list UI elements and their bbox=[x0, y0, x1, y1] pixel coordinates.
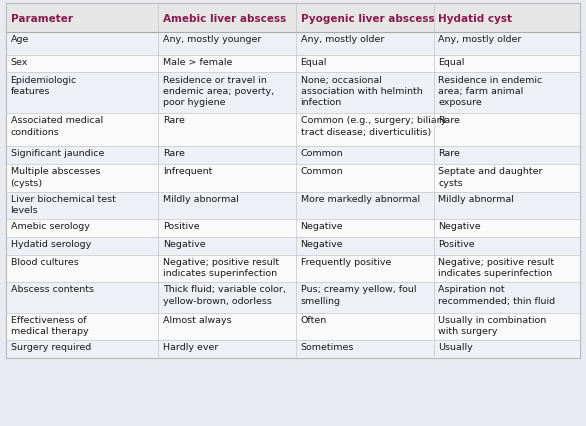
Text: Aspiration not
recommended; thin fluid: Aspiration not recommended; thin fluid bbox=[438, 285, 556, 305]
Text: More markedly abnormal: More markedly abnormal bbox=[301, 194, 420, 203]
Text: Common (e.g., surgery; biliary
tract disease; diverticulitis): Common (e.g., surgery; biliary tract dis… bbox=[301, 116, 446, 136]
Bar bbox=[6, 282, 580, 313]
Text: Common: Common bbox=[301, 167, 343, 176]
Text: Hardly ever: Hardly ever bbox=[163, 343, 218, 351]
Text: Hydatid cyst: Hydatid cyst bbox=[438, 14, 512, 24]
Bar bbox=[6, 219, 580, 237]
Text: Almost always: Almost always bbox=[163, 315, 231, 324]
Bar bbox=[6, 55, 580, 73]
Text: Common: Common bbox=[301, 149, 343, 158]
Text: Parameter: Parameter bbox=[11, 14, 73, 24]
Text: Sex: Sex bbox=[11, 58, 28, 66]
Text: Blood cultures: Blood cultures bbox=[11, 257, 79, 266]
Text: Rare: Rare bbox=[438, 116, 460, 125]
Text: Frequently positive: Frequently positive bbox=[301, 257, 391, 266]
Text: Rare: Rare bbox=[163, 149, 185, 158]
Text: Rare: Rare bbox=[438, 149, 460, 158]
Text: Negative; positive result
indicates superinfection: Negative; positive result indicates supe… bbox=[163, 257, 279, 278]
Bar bbox=[6, 340, 580, 358]
Bar bbox=[6, 237, 580, 255]
Text: Negative; positive result
indicates superinfection: Negative; positive result indicates supe… bbox=[438, 257, 554, 278]
Text: None; occasional
association with helminth
infection: None; occasional association with helmin… bbox=[301, 75, 423, 107]
Text: Equal: Equal bbox=[438, 58, 465, 66]
Text: Negative: Negative bbox=[438, 222, 481, 230]
Text: Negative: Negative bbox=[301, 222, 343, 230]
Bar bbox=[6, 255, 580, 282]
Text: Residence in endemic
area; farm animal
exposure: Residence in endemic area; farm animal e… bbox=[438, 75, 543, 107]
Bar bbox=[6, 73, 580, 114]
Text: Associated medical
conditions: Associated medical conditions bbox=[11, 116, 103, 136]
Bar bbox=[6, 4, 580, 358]
Text: Negative: Negative bbox=[301, 239, 343, 248]
Text: Usually: Usually bbox=[438, 343, 473, 351]
Text: Infrequent: Infrequent bbox=[163, 167, 212, 176]
Text: Male > female: Male > female bbox=[163, 58, 232, 66]
Bar bbox=[6, 313, 580, 340]
Text: Thick fluid; variable color,
yellow-brown, odorless: Thick fluid; variable color, yellow-brow… bbox=[163, 285, 285, 305]
Text: Hydatid serology: Hydatid serology bbox=[11, 239, 91, 248]
Text: Multiple abscesses
(cysts): Multiple abscesses (cysts) bbox=[11, 167, 100, 187]
Bar bbox=[6, 114, 580, 147]
Bar bbox=[6, 4, 580, 33]
Text: Rare: Rare bbox=[163, 116, 185, 125]
Text: Mildly abnormal: Mildly abnormal bbox=[438, 194, 515, 203]
Text: Septate and daughter
cysts: Septate and daughter cysts bbox=[438, 167, 543, 187]
Bar bbox=[6, 33, 580, 55]
Text: Age: Age bbox=[11, 35, 29, 44]
Text: Surgery required: Surgery required bbox=[11, 343, 91, 351]
Text: Residence or travel in
endemic area; poverty,
poor hygiene: Residence or travel in endemic area; pov… bbox=[163, 75, 274, 107]
Text: Any, mostly older: Any, mostly older bbox=[301, 35, 384, 44]
Text: Sometimes: Sometimes bbox=[301, 343, 354, 351]
Text: Positive: Positive bbox=[163, 222, 199, 230]
Bar bbox=[6, 147, 580, 165]
Text: Any, mostly older: Any, mostly older bbox=[438, 35, 522, 44]
Text: Often: Often bbox=[301, 315, 327, 324]
Text: Abscess contents: Abscess contents bbox=[11, 285, 94, 294]
Text: Negative: Negative bbox=[163, 239, 205, 248]
Bar bbox=[6, 165, 580, 192]
Bar bbox=[6, 192, 580, 219]
Text: Any, mostly younger: Any, mostly younger bbox=[163, 35, 261, 44]
Text: Pyogenic liver abscess: Pyogenic liver abscess bbox=[301, 14, 434, 24]
Text: Amebic liver abscess: Amebic liver abscess bbox=[163, 14, 286, 24]
Text: Epidemiologic
features: Epidemiologic features bbox=[11, 75, 77, 96]
Text: Pus; creamy yellow, foul
smelling: Pus; creamy yellow, foul smelling bbox=[301, 285, 416, 305]
Text: Amebic serology: Amebic serology bbox=[11, 222, 90, 230]
Text: Liver biochemical test
levels: Liver biochemical test levels bbox=[11, 194, 115, 215]
Text: Effectiveness of
medical therapy: Effectiveness of medical therapy bbox=[11, 315, 88, 336]
Text: Equal: Equal bbox=[301, 58, 327, 66]
Text: Usually in combination
with surgery: Usually in combination with surgery bbox=[438, 315, 547, 336]
Text: Mildly abnormal: Mildly abnormal bbox=[163, 194, 239, 203]
Text: Significant jaundice: Significant jaundice bbox=[11, 149, 104, 158]
Text: Positive: Positive bbox=[438, 239, 475, 248]
